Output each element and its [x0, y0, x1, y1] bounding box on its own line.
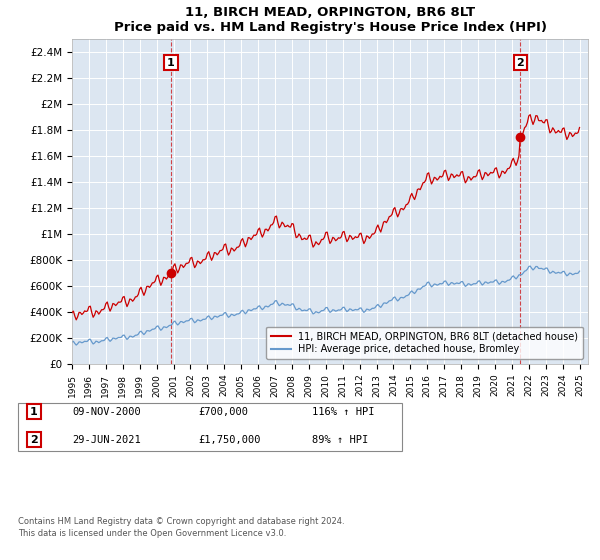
Text: 116% ↑ HPI: 116% ↑ HPI — [312, 407, 374, 417]
Title: 11, BIRCH MEAD, ORPINGTON, BR6 8LT
Price paid vs. HM Land Registry's House Price: 11, BIRCH MEAD, ORPINGTON, BR6 8LT Price… — [113, 6, 547, 34]
Text: £700,000: £700,000 — [198, 407, 248, 417]
Text: 2: 2 — [517, 58, 524, 68]
Text: 2: 2 — [30, 435, 38, 445]
Text: 1: 1 — [30, 407, 38, 417]
Text: Contains HM Land Registry data © Crown copyright and database right 2024.
This d: Contains HM Land Registry data © Crown c… — [18, 517, 344, 538]
Text: 1: 1 — [167, 58, 175, 68]
Text: £1,750,000: £1,750,000 — [198, 435, 260, 445]
Text: 89% ↑ HPI: 89% ↑ HPI — [312, 435, 368, 445]
Text: 29-JUN-2021: 29-JUN-2021 — [72, 435, 141, 445]
Legend: 11, BIRCH MEAD, ORPINGTON, BR6 8LT (detached house), HPI: Average price, detache: 11, BIRCH MEAD, ORPINGTON, BR6 8LT (deta… — [266, 326, 583, 359]
Text: 09-NOV-2000: 09-NOV-2000 — [72, 407, 141, 417]
